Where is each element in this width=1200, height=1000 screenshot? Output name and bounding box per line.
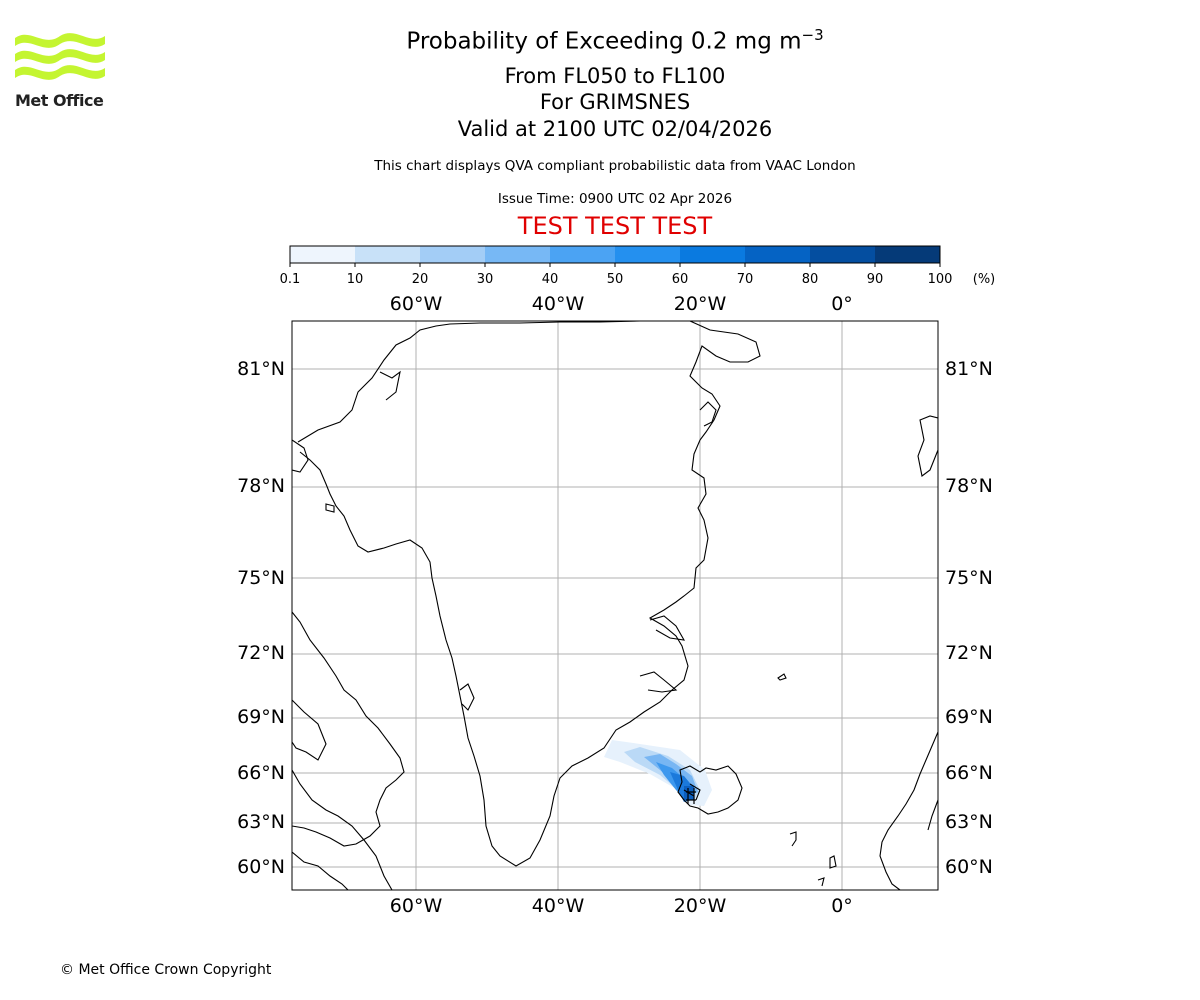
lat-label: 81°N xyxy=(237,358,285,380)
met-office-wordmark: Met Office xyxy=(15,91,104,110)
lon-labels-bottom: 60°W 40°W 20°W 0° xyxy=(390,895,853,917)
map-frame xyxy=(291,320,939,891)
colorbar-tick-label: 30 xyxy=(477,272,494,287)
colorbar-segment xyxy=(875,246,941,263)
met-office-logo: Met Office xyxy=(14,30,110,114)
colorbar-tick-label: 60 xyxy=(672,272,689,287)
lat-label: 66°N xyxy=(237,762,285,784)
colorbar-tick-label: 0.1 xyxy=(280,272,301,287)
lon-label: 60°W xyxy=(390,895,443,917)
greenland-coastline xyxy=(297,321,761,867)
lon-label: 60°W xyxy=(390,293,443,315)
copyright-notice: © Met Office Crown Copyright xyxy=(60,962,272,978)
iceland-coastline xyxy=(677,765,743,815)
colorbar-segment xyxy=(355,246,421,263)
colorbar-tick-label: 90 xyxy=(867,272,884,287)
colorbar-segment xyxy=(615,246,681,263)
colorbar-unit: (%) xyxy=(973,272,996,287)
lat-label: 72°N xyxy=(945,642,993,664)
lon-label: 40°W xyxy=(532,895,585,917)
issue-time: Issue Time: 0900 UTC 02 Apr 2026 xyxy=(497,191,733,207)
baffin-coastline xyxy=(292,611,405,847)
lat-label: 69°N xyxy=(237,706,285,728)
grimsnes-vent-marker xyxy=(686,788,696,804)
probability-colorbar: 0.1 10 20 30 40 50 60 70 80 90 100 xyxy=(280,245,953,287)
colorbar-tick-label: 50 xyxy=(607,272,624,287)
lat-label: 63°N xyxy=(237,811,285,833)
flight-level-range: From FL050 to FL100 xyxy=(504,64,726,88)
coastlines xyxy=(292,321,938,890)
colorbar-segment xyxy=(550,246,616,263)
lat-labels-left: 81°N 78°N 75°N 72°N 69°N 66°N 63°N 60°N xyxy=(237,358,285,878)
valid-time: Valid at 2100 UTC 02/04/2026 xyxy=(457,117,773,141)
lat-label: 78°N xyxy=(237,475,285,497)
colorbar-tick-label: 80 xyxy=(802,272,819,287)
colorbar-tick-label: 10 xyxy=(347,272,364,287)
colorbar-tick-label: 70 xyxy=(737,272,754,287)
colorbar-tick-label: 100 xyxy=(928,272,953,287)
lat-label: 60°N xyxy=(237,856,285,878)
chart-title-text: Probability of Exceeding 0.2 mg m xyxy=(406,28,802,55)
lon-label: 20°W xyxy=(674,293,727,315)
chart-title: Probability of Exceeding 0.2 mg m−3 xyxy=(0,26,1200,55)
lat-label: 60°N xyxy=(945,856,993,878)
lon-label: 0° xyxy=(831,895,853,917)
ash-probability-plume xyxy=(604,740,712,806)
lon-label: 20°W xyxy=(674,895,727,917)
colorbar-segment xyxy=(420,246,486,263)
lat-label: 81°N xyxy=(945,358,993,380)
chart-description: This chart displays QVA compliant probab… xyxy=(374,158,856,174)
lat-label: 72°N xyxy=(237,642,285,664)
met-office-waves-icon xyxy=(15,33,105,80)
colorbar-segment xyxy=(680,246,746,263)
lat-labels-right: 81°N 78°N 75°N 72°N 69°N 66°N 63°N 60°N xyxy=(945,358,993,878)
colorbar-segment xyxy=(485,246,551,263)
lat-label: 75°N xyxy=(237,567,285,589)
lat-label: 66°N xyxy=(945,762,993,784)
colorbar-segment xyxy=(810,246,876,263)
lat-label: 78°N xyxy=(945,475,993,497)
lon-label: 0° xyxy=(831,293,853,315)
map-area xyxy=(292,321,938,890)
colorbar-tick-label: 40 xyxy=(542,272,559,287)
colorbar-tick-label: 20 xyxy=(412,272,429,287)
lon-label: 40°W xyxy=(532,293,585,315)
volcano-name: For GRIMSNES xyxy=(539,90,691,114)
colorbar-segment xyxy=(745,246,811,263)
lat-label: 69°N xyxy=(945,706,993,728)
chart-title-exponent: −3 xyxy=(801,26,824,44)
lat-label: 63°N xyxy=(945,811,993,833)
map-gridlines xyxy=(292,321,938,890)
colorbar-segment xyxy=(290,246,356,263)
lat-label: 75°N xyxy=(945,567,993,589)
test-banner: TEST TEST TEST xyxy=(517,212,713,240)
lon-labels-top: 60°W 40°W 20°W 0° xyxy=(390,293,853,315)
